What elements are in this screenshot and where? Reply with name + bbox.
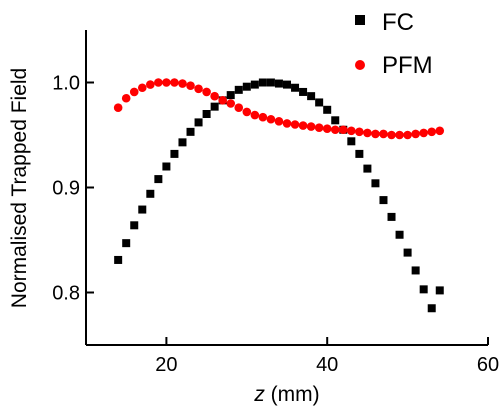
pfm-data-point bbox=[137, 83, 147, 93]
fc-data-point bbox=[178, 138, 187, 147]
pfm-data-point bbox=[298, 121, 308, 130]
y-tick-label: 1.0 bbox=[52, 73, 80, 95]
fc-data-point bbox=[186, 127, 195, 136]
y-axis-label: Normalised Trapped Field bbox=[8, 68, 31, 308]
fc-data-point bbox=[122, 239, 131, 248]
fc-data-point bbox=[323, 105, 332, 114]
fc-data-point bbox=[242, 82, 251, 91]
pfm-data-point bbox=[427, 127, 437, 137]
pfm-data-point bbox=[371, 129, 380, 139]
pfm-data-point bbox=[186, 81, 195, 90]
pfm-data-point bbox=[330, 125, 340, 135]
pfm-data-point bbox=[379, 129, 388, 139]
fc-data-point bbox=[435, 286, 444, 295]
fc-data-point bbox=[274, 79, 283, 88]
fc-data-point bbox=[403, 248, 412, 257]
data-marks bbox=[113, 78, 445, 313]
fc-data-point bbox=[202, 110, 211, 118]
pfm-data-point bbox=[113, 103, 123, 112]
fc-data-point bbox=[347, 137, 356, 146]
fc-data-point bbox=[170, 149, 179, 158]
fc-data-point bbox=[154, 175, 163, 184]
fc-data-point bbox=[210, 102, 219, 111]
pfm-data-point bbox=[242, 107, 252, 117]
fc-data-point bbox=[162, 162, 171, 171]
fc-data-point bbox=[226, 91, 235, 100]
pfm-data-point bbox=[234, 103, 244, 112]
fc-data-point bbox=[283, 80, 291, 89]
x-tick-label: 60 bbox=[477, 354, 499, 376]
pfm-data-point bbox=[322, 124, 332, 133]
y-tick-label: 0.9 bbox=[52, 178, 80, 200]
pfm-data-point bbox=[121, 93, 131, 103]
fc-data-point bbox=[130, 221, 139, 230]
tick-group: 20 40 60 0.8 0.9 1.0 bbox=[52, 73, 499, 377]
pfm-data-point bbox=[146, 80, 155, 89]
fc-data-point bbox=[258, 78, 267, 87]
fc-data-point bbox=[331, 116, 340, 125]
pfm-data-point bbox=[403, 130, 412, 140]
fc-data-point bbox=[234, 85, 243, 94]
pfm-data-point bbox=[194, 84, 203, 94]
fc-data-point bbox=[411, 266, 420, 275]
pfm-data-point bbox=[218, 96, 227, 105]
pfm-data-point bbox=[395, 130, 404, 140]
fc-data-point bbox=[114, 255, 123, 264]
pfm-data-point bbox=[290, 120, 300, 129]
x-axis-label: z (mm) bbox=[253, 383, 319, 406]
x-axis-variable: z bbox=[253, 383, 265, 406]
pfm-data-point bbox=[363, 128, 372, 138]
pfm-data-point bbox=[355, 127, 364, 137]
pfm-data-point bbox=[314, 123, 324, 132]
legend: FC PFM bbox=[355, 9, 433, 79]
legend-label-pfm: PFM bbox=[382, 52, 433, 79]
fc-data-point bbox=[427, 304, 436, 313]
pfm-data-point bbox=[411, 129, 420, 139]
pfm-data-point bbox=[266, 114, 276, 124]
fc-data-point bbox=[419, 285, 428, 294]
fc-data-point bbox=[371, 179, 380, 188]
fc-data-point bbox=[395, 230, 404, 239]
pfm-data-point bbox=[210, 91, 219, 101]
legend-marker-pfm bbox=[355, 60, 365, 70]
fc-data-point bbox=[299, 87, 308, 96]
pfm-data-point bbox=[129, 87, 139, 97]
x-tick-label: 20 bbox=[155, 354, 177, 376]
fc-data-point bbox=[379, 196, 388, 205]
pfm-data-point bbox=[435, 126, 445, 136]
pfm-data-point bbox=[274, 117, 284, 126]
fc-data-point bbox=[138, 205, 147, 214]
pfm-data-point bbox=[154, 78, 163, 87]
fc-data-point bbox=[291, 83, 300, 92]
pfm-data-point bbox=[306, 122, 316, 131]
x-axis-unit: (mm) bbox=[265, 383, 320, 406]
pfm-data-point bbox=[202, 87, 211, 97]
pfm-data-point bbox=[419, 128, 428, 138]
pfm-data-point bbox=[162, 78, 171, 87]
pfm-data-point bbox=[347, 126, 356, 136]
fc-data-point bbox=[307, 92, 316, 101]
y-tick-label: 0.8 bbox=[52, 283, 80, 305]
fc-data-point bbox=[363, 164, 372, 173]
pfm-data-point bbox=[226, 99, 236, 108]
legend-label-fc: FC bbox=[382, 9, 414, 36]
fc-data-point bbox=[315, 98, 324, 107]
pfm-data-point bbox=[250, 110, 260, 120]
fc-data-point bbox=[146, 189, 155, 198]
pfm-data-point bbox=[178, 79, 187, 88]
fc-data-point bbox=[194, 118, 203, 127]
pfm-data-point bbox=[387, 130, 396, 140]
legend-marker-fc bbox=[355, 15, 365, 25]
pfm-data-point bbox=[282, 119, 292, 128]
fc-data-point bbox=[266, 78, 275, 87]
pfm-data-point bbox=[258, 112, 268, 122]
fc-data-point bbox=[387, 212, 396, 221]
pfm-data-point bbox=[170, 78, 179, 87]
fc-data-point bbox=[250, 80, 259, 89]
pfm-data-point bbox=[338, 125, 348, 135]
x-tick-label: 40 bbox=[316, 354, 338, 376]
fc-data-point bbox=[355, 149, 364, 158]
